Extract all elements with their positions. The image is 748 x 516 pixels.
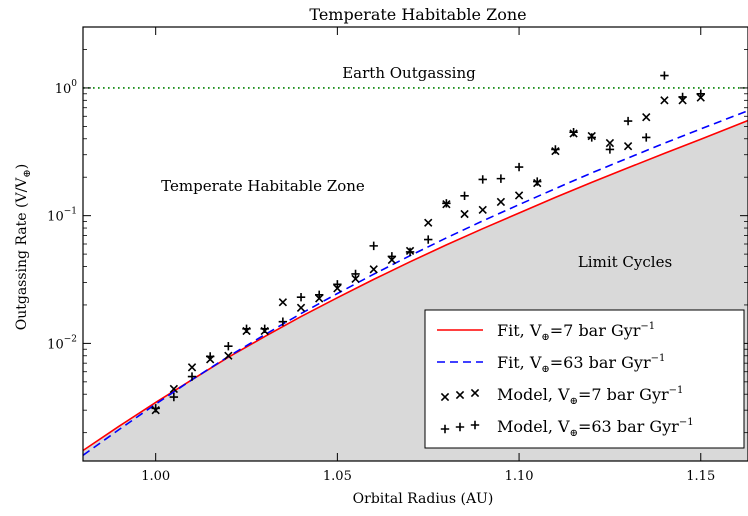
thz-label: Temperate Habitable Zone bbox=[161, 177, 365, 195]
x-tick-label: 1.10 bbox=[505, 469, 534, 484]
legend-item: Model, V⊕=63 bar Gyr−1 bbox=[440, 417, 694, 439]
y-tick-label: 10−2 bbox=[47, 334, 77, 352]
plus-marker bbox=[151, 404, 160, 413]
x-marker bbox=[278, 298, 288, 307]
x-marker bbox=[424, 218, 433, 227]
x-marker bbox=[187, 363, 197, 372]
plus-marker bbox=[169, 392, 179, 402]
x-tick-label: 1.00 bbox=[141, 469, 170, 484]
plus-marker bbox=[533, 177, 542, 186]
limit-cycles-label: Limit Cycles bbox=[578, 253, 672, 271]
plus-marker bbox=[387, 252, 397, 261]
plus-marker bbox=[460, 191, 469, 201]
plus-marker bbox=[224, 342, 233, 351]
plus-marker bbox=[333, 280, 342, 289]
plus-marker bbox=[424, 235, 433, 244]
plus-marker bbox=[296, 292, 306, 302]
x-marker bbox=[169, 384, 179, 394]
plus-marker bbox=[587, 133, 596, 142]
earth-outgassing-label: Earth Outgassing bbox=[342, 64, 476, 82]
legend-plus-marker bbox=[455, 422, 465, 432]
chart-title: Temperate Habitable Zone bbox=[309, 5, 526, 24]
x-marker bbox=[296, 303, 306, 312]
plus-marker bbox=[242, 324, 251, 334]
legend: Fit, V⊕=7 bar Gyr−1 Fit, V⊕=63 bar Gyr−1 M… bbox=[424, 309, 745, 449]
plus-marker bbox=[187, 372, 197, 381]
plus-marker bbox=[478, 175, 487, 184]
plus-marker bbox=[551, 145, 560, 154]
plus-marker bbox=[442, 199, 451, 208]
plus-marker bbox=[315, 290, 324, 300]
plus-marker bbox=[278, 317, 288, 326]
legend-label: Model, V⊕=7 bar Gyr−1 bbox=[497, 385, 683, 407]
plus-marker bbox=[660, 71, 669, 80]
x-marker bbox=[642, 113, 651, 122]
plus-marker bbox=[369, 241, 378, 251]
x-tick-label: 1.15 bbox=[686, 469, 715, 484]
legend-item: Fit, V⊕=7 bar Gyr−1 bbox=[437, 321, 655, 343]
x-marker bbox=[351, 274, 360, 284]
x-marker bbox=[496, 197, 506, 207]
plus-marker bbox=[696, 89, 705, 98]
y-axis-label-main: Outgassing Rate (V/V bbox=[14, 177, 30, 331]
plus-marker bbox=[351, 269, 360, 279]
x-tick-label: 1.05 bbox=[323, 469, 352, 484]
x-marker bbox=[514, 191, 524, 200]
axes: 1.00 1.05 1.10 1.15 10−2 10−1 100 bbox=[47, 26, 748, 484]
x-marker bbox=[660, 96, 669, 105]
legend-label: Fit, V⊕=7 bar Gyr−1 bbox=[497, 321, 655, 343]
plus-marker bbox=[205, 352, 215, 361]
legend-label: Model, V⊕=63 bar Gyr−1 bbox=[497, 417, 694, 439]
legend-x-marker bbox=[440, 392, 450, 402]
plus-marker bbox=[514, 162, 524, 172]
plus-marker bbox=[405, 247, 415, 257]
plus-marker bbox=[496, 174, 506, 183]
x-marker bbox=[605, 138, 615, 148]
x-axis-label: Orbital Radius (AU) bbox=[353, 491, 494, 507]
plus-marker bbox=[678, 92, 687, 102]
plus-marker bbox=[642, 133, 651, 142]
y-axis-label-close: ) bbox=[14, 164, 30, 169]
plus-marker bbox=[605, 145, 615, 154]
plus-marker bbox=[569, 128, 578, 137]
legend-plus-marker bbox=[470, 420, 480, 430]
plus-marker bbox=[623, 116, 633, 126]
legend-plus-marker bbox=[440, 424, 450, 434]
y-axis-label-sub: ⊕ bbox=[22, 169, 33, 177]
legend-item: Fit, V⊕=63 bar Gyr−1 bbox=[437, 353, 665, 375]
chart-marks bbox=[82, 71, 748, 456]
y-tick-label: 10−1 bbox=[47, 207, 77, 225]
legend-item: Model, V⊕=7 bar Gyr−1 bbox=[440, 385, 683, 407]
x-marker bbox=[478, 205, 487, 215]
legend-label: Fit, V⊕=63 bar Gyr−1 bbox=[497, 353, 665, 375]
x-marker bbox=[224, 351, 233, 360]
x-marker bbox=[623, 142, 633, 151]
x-marker bbox=[460, 209, 469, 219]
legend-x-marker bbox=[455, 390, 465, 400]
x-marker bbox=[369, 265, 378, 274]
plus-marker bbox=[260, 324, 269, 334]
y-tick-label: 100 bbox=[55, 79, 78, 97]
y-axis-label: Outgassing Rate (V/V⊕) bbox=[14, 164, 33, 331]
legend-x-marker bbox=[470, 388, 480, 398]
